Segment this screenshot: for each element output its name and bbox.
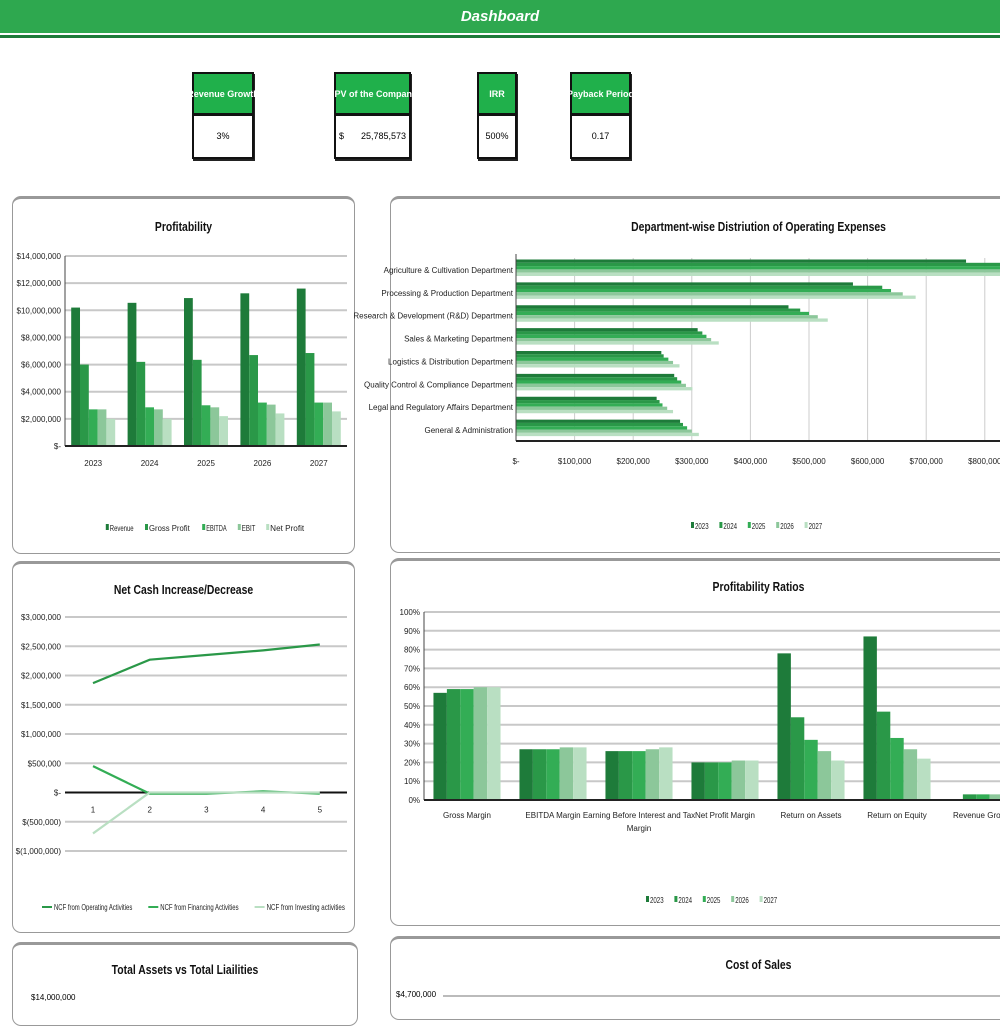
kpi-label: NPV of the Company — [336, 74, 409, 116]
kpi-value: 3% — [194, 116, 252, 156]
kpi-revenue-growth: Revenue Growth 3% — [192, 72, 254, 159]
y-tick: $4,700,000 — [396, 990, 436, 999]
chart-title: Cost of Sales — [465, 957, 1000, 972]
profitability-panel: Profitability — [12, 196, 355, 554]
kpi-irr: IRR 500% — [477, 72, 517, 159]
kpi-currency: $ — [339, 131, 344, 141]
y-tick: $14,000,000 — [31, 993, 76, 1002]
kpi-label: Revenue Growth — [194, 74, 252, 116]
dashboard-header: Dashboard — [0, 0, 1000, 33]
kpi-label: Payback Period — [572, 74, 629, 116]
assets-liabilities-panel: Total Assets vs Total Liailities $14,000… — [12, 942, 358, 1026]
kpi-value: 500% — [479, 116, 515, 156]
kpi-npv: NPV of the Company $25,785,573 — [334, 72, 411, 159]
kpi-value: 25,785,573 — [361, 131, 406, 141]
gridline — [443, 995, 1000, 997]
kpi-value: 0.17 — [572, 116, 629, 156]
kpi-value-row: $25,785,573 — [336, 116, 409, 156]
opex-panel: Department-wise Distriution of Operating… — [390, 196, 1000, 553]
chart-title: Profitability — [47, 219, 320, 234]
chart-title: Profitability Ratios — [465, 579, 1000, 594]
ratios-panel: Profitability Ratios — [390, 558, 1000, 926]
chart-title: Net Cash Increase/Decrease — [47, 582, 320, 597]
kpi-payback-period: Payback Period 0.17 — [570, 72, 631, 159]
chart-title: Total Assets vs Total Liailities — [47, 962, 322, 977]
chart-title: Department-wise Distriution of Operating… — [465, 219, 1000, 234]
header-divider — [0, 35, 1000, 38]
kpi-label: IRR — [479, 74, 515, 116]
netcash-panel: Net Cash Increase/Decrease — [12, 561, 355, 933]
cost-of-sales-panel: Cost of Sales $4,700,000 — [390, 936, 1000, 1020]
